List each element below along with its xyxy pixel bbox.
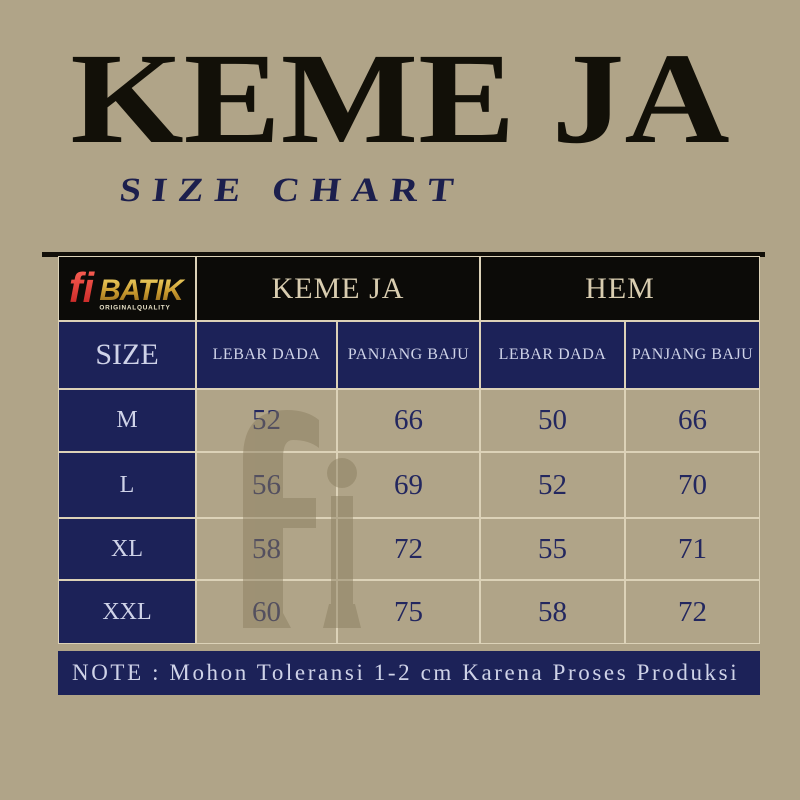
svg-text:BATIK: BATIK bbox=[99, 274, 186, 307]
svg-text:fi: fi bbox=[69, 265, 96, 311]
svg-text:ORIGINALQUALITY: ORIGINALQUALITY bbox=[99, 305, 170, 312]
